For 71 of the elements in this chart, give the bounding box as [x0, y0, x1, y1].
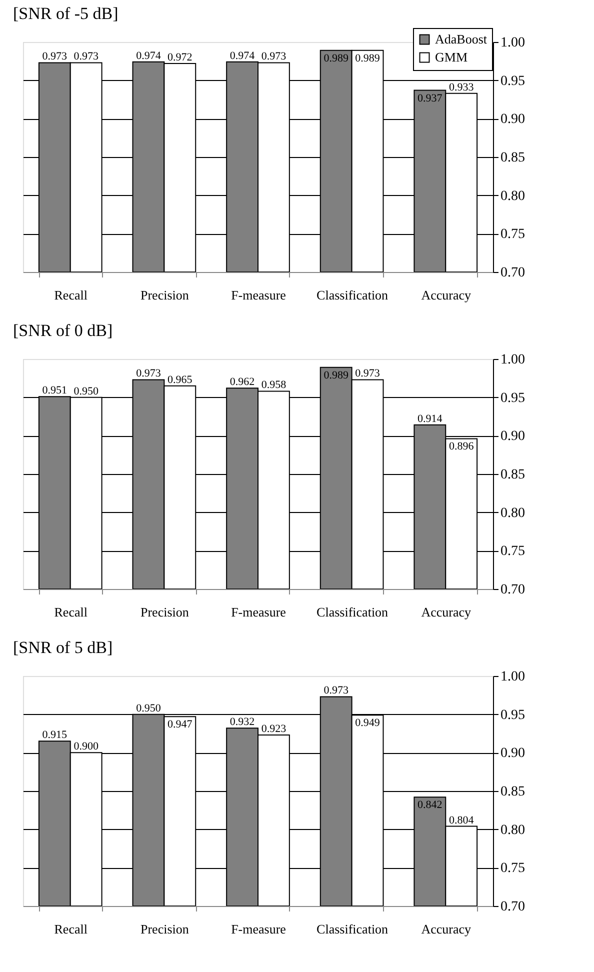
data-label: 0.958	[261, 379, 287, 392]
y-tick-label: 0.70	[500, 900, 525, 914]
y-tick-label: 0.85	[500, 468, 525, 482]
x-tick-label: Recall	[54, 922, 88, 936]
y-tick-label: 0.70	[500, 582, 525, 598]
y-tick-label: 0.90	[500, 746, 525, 762]
x-tick-label: Classification	[316, 288, 389, 302]
y-tick-label: 0.90	[500, 429, 525, 444]
data-label: 0.962	[230, 376, 255, 388]
data-label: 0.915	[42, 729, 68, 742]
y-tick-label: 0.75	[500, 227, 525, 242]
data-label: 0.896	[448, 440, 474, 453]
x-tick-label: Accuracy	[421, 288, 472, 302]
data-label: 0.973	[261, 50, 287, 63]
x-tick-label: Precision	[140, 288, 190, 302]
y-tick-label: 0.70	[500, 266, 525, 280]
y-tick-label: 1.00	[500, 670, 525, 684]
x-tick-label: F-measure	[231, 288, 286, 302]
y-tick-label: 0.95	[500, 74, 525, 89]
y-tick-label: 0.85	[500, 784, 525, 800]
data-label: 0.804	[448, 814, 474, 826]
data-label: 0.973	[324, 684, 349, 697]
data-label: 0.914	[418, 412, 443, 425]
y-tick-label: 0.95	[500, 708, 525, 723]
data-label: 0.949	[355, 717, 380, 730]
data-label: 0.932	[230, 716, 255, 728]
y-tick-label: 0.95	[500, 390, 525, 406]
x-tick-label: Accuracy	[421, 922, 472, 936]
data-label: 0.974	[230, 50, 256, 62]
data-label: 0.965	[168, 374, 193, 386]
data-label: 0.947	[168, 718, 193, 731]
x-tick-label: Precision	[140, 604, 190, 620]
data-label: 0.974	[136, 50, 162, 62]
data-label: 0.973	[74, 50, 99, 63]
y-tick-label: 1.00	[500, 36, 525, 50]
x-tick-label: Recall	[54, 288, 88, 302]
x-tick-label: Classification	[316, 922, 389, 936]
data-label: 0.923	[261, 723, 287, 736]
data-label: 0.900	[74, 740, 99, 753]
data-label: 0.951	[42, 384, 68, 397]
data-label: 0.973	[42, 50, 68, 63]
y-tick-label: 0.90	[500, 112, 525, 128]
x-tick-label: Precision	[140, 922, 190, 936]
data-label: 0.973	[355, 368, 380, 380]
data-label: 0.973	[136, 368, 162, 380]
data-label: 0.989	[324, 52, 349, 64]
chart-title: [SNR of -5 dB]	[13, 4, 118, 23]
data-label: 0.950	[74, 385, 99, 398]
y-tick-label: 0.75	[500, 861, 525, 876]
y-tick-label: 0.80	[500, 188, 525, 204]
y-tick-label: 0.80	[500, 506, 525, 521]
chart-title: [SNR of 5 dB]	[13, 638, 113, 657]
data-label: 0.937	[418, 92, 443, 104]
y-tick-label: 0.75	[500, 544, 525, 560]
data-label: 0.842	[418, 799, 442, 812]
data-label: 0.989	[355, 52, 380, 64]
data-label: 0.933	[448, 81, 474, 94]
y-tick-label: 1.00	[500, 352, 525, 368]
data-label: 0.950	[136, 702, 162, 714]
y-tick-label: 0.85	[500, 150, 525, 166]
x-tick-label: F-measure	[231, 922, 286, 936]
x-tick-label: F-measure	[231, 604, 286, 620]
x-tick-label: Classification	[316, 604, 389, 620]
data-label: 0.989	[324, 369, 349, 382]
x-tick-label: Accuracy	[421, 604, 472, 620]
x-tick-label: Recall	[54, 604, 88, 620]
chart-title: [SNR of 0 dB]	[13, 321, 113, 340]
legend-label: AdaBoost	[435, 32, 488, 46]
data-label: 0.972	[168, 51, 192, 64]
legend-label: GMM	[435, 50, 468, 64]
y-tick-label: 0.80	[500, 822, 525, 838]
